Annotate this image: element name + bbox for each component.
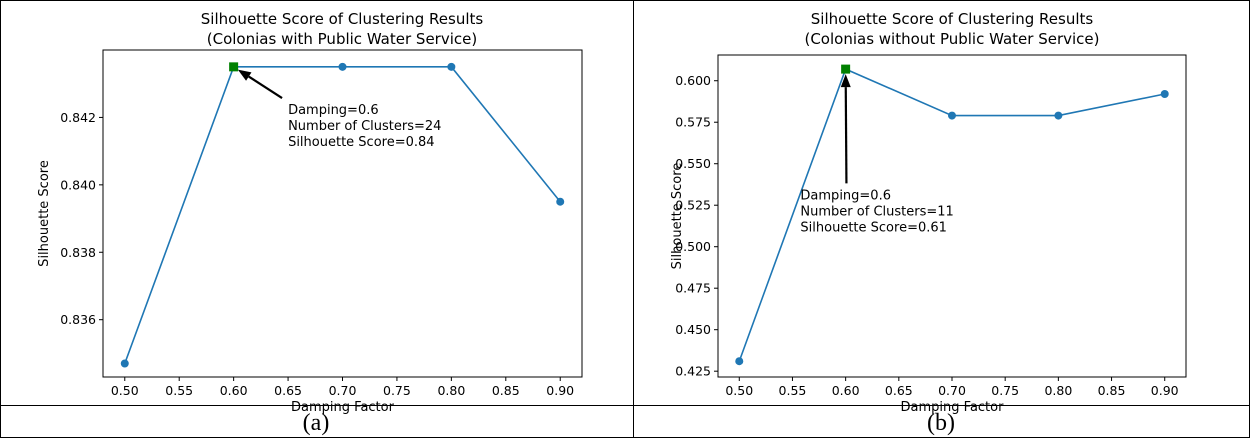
x-tick-label: 0.80 — [1044, 383, 1072, 398]
x-tick-label: 0.85 — [1098, 383, 1126, 398]
data-point — [556, 197, 565, 206]
chart-panel-b: Silhouette Score of Clustering Results (C… — [670, 10, 1187, 415]
annotation-arrow-head — [840, 74, 851, 88]
annotation-arrow-head — [237, 69, 252, 81]
x-axis-label: Damping Factor — [901, 400, 1005, 415]
best-point-marker — [841, 64, 851, 74]
data-point — [338, 62, 347, 71]
chart-subtitle: (Colonias without Public Water Service) — [804, 30, 1099, 48]
data-point — [735, 357, 744, 366]
chart-panel-a: Silhouette Score of Clustering Results (C… — [37, 10, 583, 415]
annotation-line: Silhouette Score=0.61 — [800, 220, 946, 235]
x-tick-label: 0.50 — [725, 383, 753, 398]
chart-title: Silhouette Score of Clustering Results — [201, 10, 484, 28]
x-tick-label: 0.70 — [938, 383, 966, 398]
data-point — [948, 111, 956, 120]
data-point — [1160, 90, 1169, 99]
y-tick-label: 0.500 — [675, 239, 711, 254]
data-point — [1054, 111, 1063, 120]
y-tick-label: 0.840 — [60, 177, 96, 192]
annotation-line: Number of Clusters=11 — [800, 204, 953, 219]
y-tick-label: 0.475 — [675, 281, 711, 296]
annotation-line: Damping=0.6 — [800, 188, 891, 203]
x-tick-label: 0.75 — [383, 383, 411, 398]
annotation-line: Silhouette Score=0.84 — [288, 135, 434, 150]
best-point-marker — [229, 62, 239, 72]
x-tick-label: 0.60 — [220, 383, 248, 398]
y-tick-label: 0.525 — [675, 198, 711, 213]
x-tick-label: 0.55 — [779, 383, 807, 398]
y-tick-label: 0.450 — [675, 322, 711, 337]
data-point — [120, 359, 129, 368]
x-tick-label: 0.50 — [111, 383, 139, 398]
caption-b: (b) — [927, 410, 955, 436]
x-tick-label: 0.90 — [1151, 383, 1179, 398]
data-point — [447, 62, 456, 71]
x-tick-label: 0.55 — [165, 383, 193, 398]
x-axis-label: Damping Factor — [291, 400, 395, 415]
y-tick-label: 0.838 — [60, 245, 96, 260]
y-tick-label: 0.842 — [60, 110, 96, 125]
x-tick-label: 0.70 — [329, 383, 357, 398]
y-tick-label: 0.550 — [675, 156, 711, 171]
annotation-line: Damping=0.6 — [288, 103, 379, 118]
annotation-arrow-shaft — [844, 87, 848, 184]
y-tick-label: 0.575 — [675, 115, 711, 130]
y-tick-label: 0.836 — [60, 312, 96, 327]
x-tick-label: 0.75 — [991, 383, 1019, 398]
annotation-line: Number of Clusters=24 — [288, 119, 441, 134]
y-axis-label: Silhouette Score — [670, 163, 685, 270]
x-tick-label: 0.90 — [546, 383, 574, 398]
annotation-arrow-shaft — [248, 75, 283, 99]
y-tick-label: 0.600 — [675, 73, 711, 88]
x-tick-label: 0.80 — [437, 383, 465, 398]
y-axis-label: Silhouette Score — [37, 160, 52, 267]
caption-a: (a) — [303, 410, 330, 436]
chart-subtitle: (Colonias with Public Water Service) — [207, 30, 477, 48]
x-tick-label: 0.85 — [492, 383, 520, 398]
x-tick-label: 0.65 — [274, 383, 302, 398]
y-tick-label: 0.425 — [675, 364, 711, 379]
plot-frame — [102, 49, 583, 378]
x-tick-label: 0.65 — [885, 383, 913, 398]
x-tick-label: 0.60 — [832, 383, 860, 398]
chart-title: Silhouette Score of Clustering Results — [811, 10, 1094, 28]
